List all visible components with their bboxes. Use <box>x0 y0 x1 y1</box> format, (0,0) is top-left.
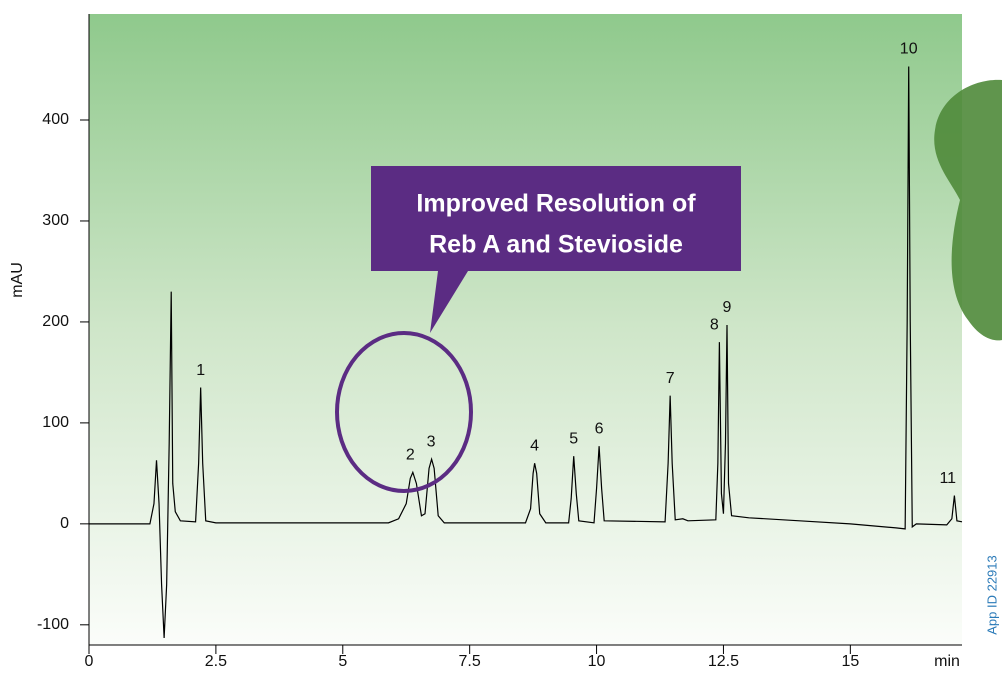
callout-box <box>371 166 741 333</box>
peak-label: 6 <box>595 420 604 437</box>
y-tick-label: 0 <box>60 515 69 532</box>
x-tick-label: 2.5 <box>205 653 227 670</box>
x-tick-label: 15 <box>841 653 859 670</box>
peak-label: 10 <box>900 41 918 58</box>
peak-label: 11 <box>939 470 956 487</box>
y-tick-label: 400 <box>42 111 69 128</box>
peak-label: 8 <box>710 316 719 333</box>
peak-label: 3 <box>427 433 436 450</box>
y-tick-label: 300 <box>42 212 69 229</box>
x-axis-label: min <box>934 653 960 670</box>
trace <box>89 66 963 638</box>
plot-background <box>89 14 962 645</box>
x-tick-label: 5 <box>338 653 347 670</box>
peak-label: 1 <box>196 362 205 379</box>
leaf <box>934 79 1002 341</box>
peak-label: 2 <box>406 447 415 464</box>
peak-label: 4 <box>530 437 539 454</box>
callout-text: Improved Resolution of <box>416 190 696 218</box>
peak-label: 5 <box>569 430 578 447</box>
app-id: App ID 22913 <box>984 555 999 635</box>
x-tick-label: 0 <box>85 653 94 670</box>
x-tick-label: 7.5 <box>459 653 481 670</box>
highlight-ellipse <box>335 331 473 493</box>
x-tick-label: 10 <box>588 653 606 670</box>
y-axis-label: mAU <box>9 262 26 298</box>
peak-label: 7 <box>666 370 675 387</box>
y-tick-label: -100 <box>37 616 69 633</box>
y-tick-label: 100 <box>42 414 69 431</box>
x-tick-label: 12.5 <box>708 653 739 670</box>
peak-label: 9 <box>723 299 732 316</box>
y-tick-label: 200 <box>42 313 69 330</box>
callout-text: Reb A and Stevioside <box>429 231 683 259</box>
